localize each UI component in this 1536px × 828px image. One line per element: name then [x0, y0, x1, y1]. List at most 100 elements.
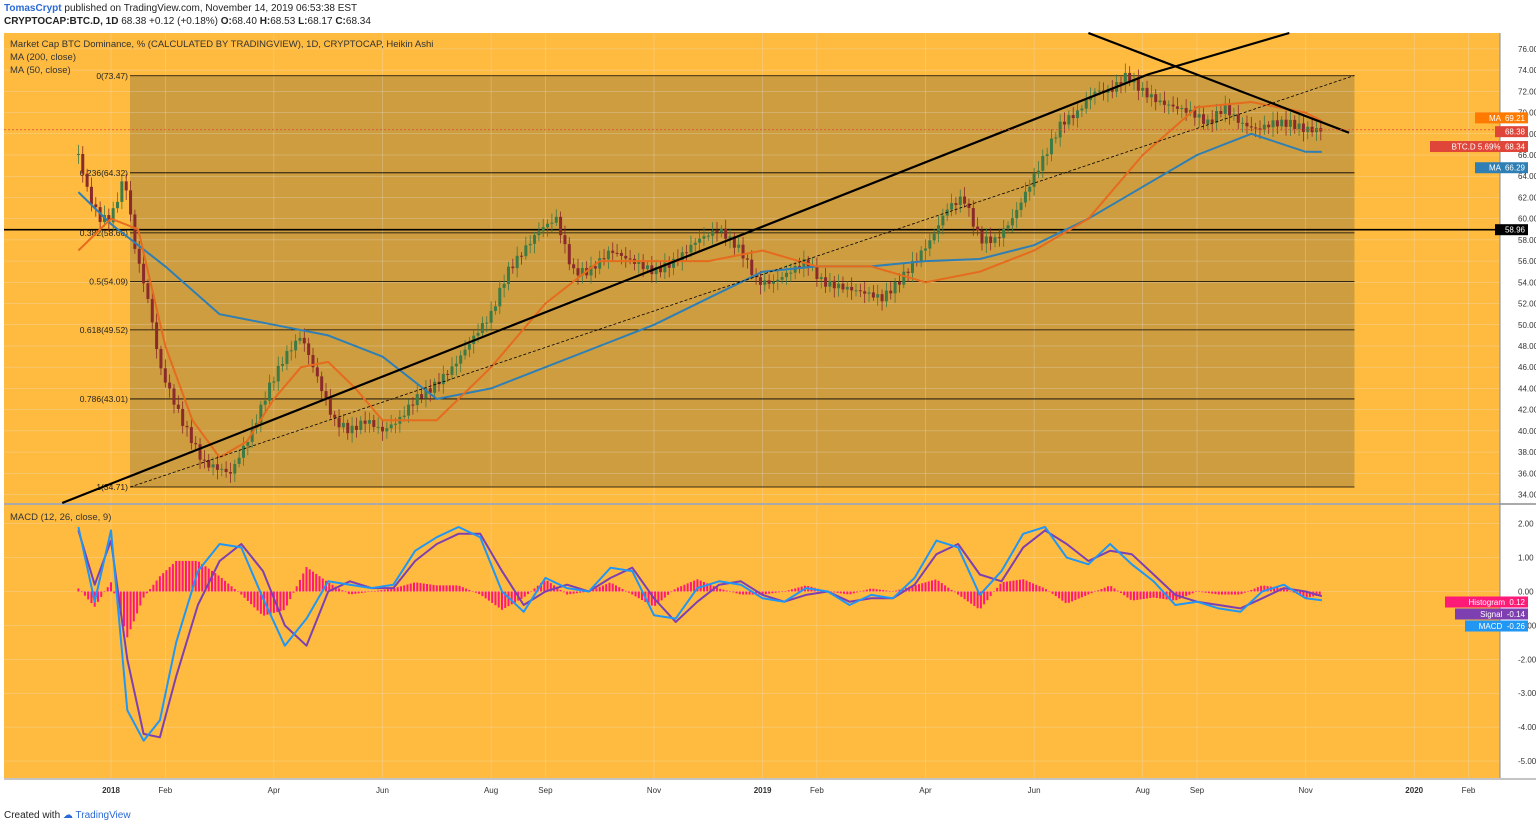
macd-histogram-bar: [276, 591, 279, 612]
macd-histogram-bar: [1149, 591, 1152, 599]
macd-histogram-bar: [768, 591, 771, 594]
candle-body: [537, 231, 541, 236]
macd-tick-label: -3.00: [1518, 689, 1536, 698]
macd-histogram-bar: [1133, 591, 1136, 601]
macd-histogram-bar: [709, 584, 712, 592]
candle-body: [1262, 124, 1266, 130]
candle-body: [137, 248, 141, 264]
macd-histogram-bar: [80, 591, 83, 593]
candle-body: [763, 280, 767, 285]
macd-histogram-bar: [1038, 586, 1041, 592]
candle-body: [741, 244, 745, 259]
candle-body: [824, 277, 828, 287]
macd-histogram-bar: [725, 590, 728, 592]
macd-histogram-bar: [149, 589, 152, 592]
macd-histogram-bar: [1273, 587, 1276, 592]
signal-tag: Signal -0.14: [1455, 608, 1528, 620]
macd-histogram-bar: [1077, 591, 1080, 599]
candle-body: [706, 235, 710, 237]
candle-body: [563, 235, 567, 245]
macd-histogram-bar: [1207, 591, 1210, 594]
candle-body: [120, 181, 124, 202]
macd-histogram-bar: [1162, 591, 1165, 599]
macd-histogram-bar: [1308, 591, 1311, 597]
candle-body: [1002, 228, 1006, 238]
macd-histogram-bar: [439, 585, 442, 592]
candle-body: [163, 368, 167, 383]
candle-body: [129, 190, 133, 215]
macd-histogram-bar: [136, 591, 139, 614]
macd-histogram-bar: [289, 591, 292, 600]
candle-body: [1049, 138, 1053, 155]
macd-histogram-bar: [465, 588, 468, 592]
grid-layer: [4, 33, 1500, 778]
candle-body: [1171, 104, 1175, 107]
candle-body: [1045, 154, 1049, 156]
candle-body: [1284, 119, 1288, 127]
macd-legend[interactable]: MACD (12, 26, close, 9): [10, 512, 112, 523]
macd-histogram-bar: [917, 584, 920, 592]
candle-body: [1232, 114, 1236, 116]
candle-body: [628, 258, 632, 260]
main-legend-title[interactable]: Market Cap BTC Dominance, % (CALCULATED …: [10, 39, 434, 50]
candle-body: [328, 397, 332, 415]
candle-body: [702, 236, 706, 239]
macd-histogram-bar: [145, 591, 148, 594]
candle-body: [780, 277, 784, 280]
time-tick-label: Feb: [158, 786, 172, 795]
candle-body: [420, 394, 424, 399]
ma200-legend[interactable]: MA (200, close): [10, 52, 76, 63]
macd-histogram-bar: [1276, 587, 1279, 592]
time-tick-label: Nov: [647, 786, 661, 795]
candle-body: [502, 283, 506, 288]
macd-histogram-bar: [556, 587, 559, 592]
price-tick-label: 42.00: [1518, 406, 1536, 415]
macd-histogram-bar: [781, 591, 784, 592]
macd-histogram-bar: [1106, 586, 1109, 592]
macd-histogram-bar: [1093, 591, 1096, 592]
time-tick-label: Apr: [268, 786, 281, 795]
macd-histogram-bar: [989, 591, 992, 597]
macd-histogram-bar: [947, 587, 950, 592]
ma50-price-tag: MA 69.21: [1475, 112, 1528, 124]
candle-body: [389, 424, 393, 429]
price-tick-label: 46.00: [1518, 363, 1536, 372]
macd-histogram-bar: [566, 591, 569, 595]
candle-body: [867, 292, 871, 294]
candle-body: [1254, 127, 1258, 129]
macd-histogram-bar: [944, 585, 947, 592]
candle-body: [567, 244, 571, 265]
close-value: 68.34: [345, 16, 371, 27]
tradingview-brand[interactable]: TradingView: [75, 810, 131, 821]
macd-histogram-bar: [233, 589, 236, 592]
open-label: O:: [220, 16, 232, 27]
candle-body: [372, 420, 376, 427]
macd-histogram-bar: [347, 591, 350, 594]
ma50-legend[interactable]: MA (50, close): [10, 65, 71, 76]
macd-histogram-bar: [849, 591, 852, 595]
candle-body: [993, 237, 997, 243]
candle-body: [185, 425, 189, 428]
high-label: H:: [259, 16, 271, 27]
macd-histogram-bar: [937, 580, 940, 592]
publisher-name[interactable]: TomasCrypt: [4, 3, 62, 14]
candle-body: [189, 427, 193, 444]
candle-body: [1019, 202, 1023, 210]
candle-body: [767, 280, 771, 284]
candle-body: [554, 216, 558, 223]
candle-body: [737, 244, 741, 248]
macd-histogram-bar: [458, 585, 461, 592]
macd-histogram-bar: [171, 564, 174, 592]
candle-body: [976, 226, 980, 231]
macd-histogram-bar: [562, 591, 565, 593]
macd-histogram-bar: [1181, 591, 1184, 598]
macd-histogram-bar: [237, 591, 240, 592]
macd-histogram-bar: [87, 591, 90, 600]
candle-body: [415, 394, 419, 406]
macd-histogram-bar: [898, 589, 901, 592]
macd-histogram-bar: [940, 583, 943, 592]
macd-histogram-bar: [250, 591, 253, 605]
histogram-tag: Histogram 0.12: [1445, 596, 1528, 608]
macd-histogram-bar: [891, 591, 894, 592]
